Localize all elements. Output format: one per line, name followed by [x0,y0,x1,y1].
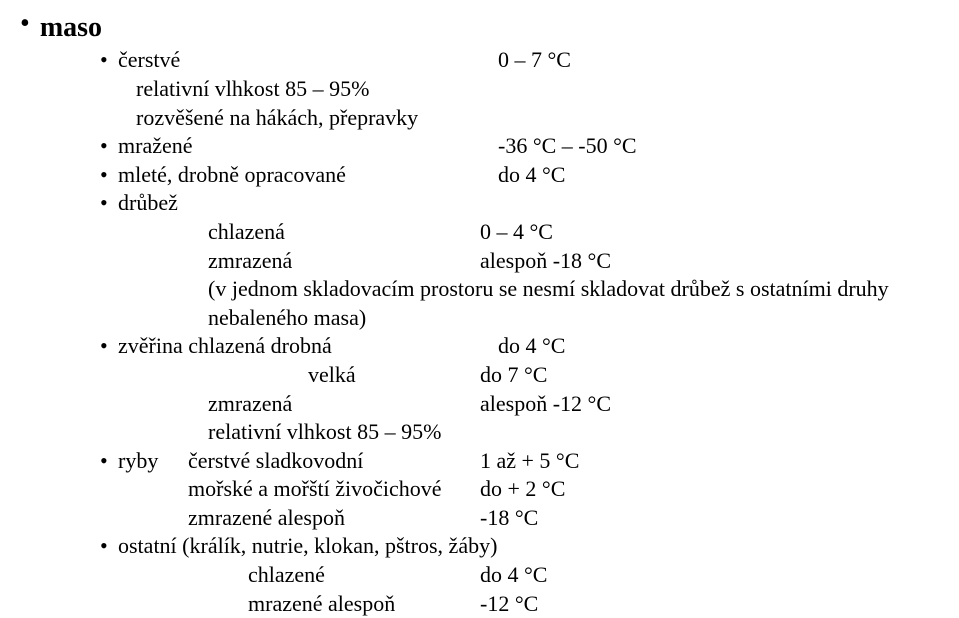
spacer [100,590,118,618]
spacer [100,418,118,447]
item-value: do + 2 °C [480,475,959,504]
item-value: alespoň -12 °C [480,390,959,419]
spacer [100,75,118,104]
item-value: 1 až + 5 °C [480,447,959,476]
item-value: do 4 °C [498,332,959,361]
item-value: alespoň -18 °C [480,247,959,276]
list-item: relativní vlhkost 85 – 95% [100,75,959,104]
bullet-icon: • [100,161,118,190]
item-label: zmrazená [208,390,480,419]
spacer [100,561,118,590]
item-label: ostatní (králík, nutrie, klokan, pštros,… [118,532,497,561]
item-label: chlazená [208,218,480,247]
item-value: -18 °C [480,504,959,533]
item-value: -12 °C [480,590,959,618]
spacer [100,275,118,332]
item-label: zvěřina chlazená drobná [118,332,498,361]
bullet-icon: • [100,332,118,361]
bullet-icon: • [20,10,30,38]
item-label: drůbež [118,189,178,218]
spacer [118,390,208,419]
item-value: do 4 °C [498,161,959,190]
item-prefix: ryby [118,447,188,476]
spacer [118,361,308,390]
list-item: (v jednom skladovacím prostoru se nesmí … [100,275,959,332]
list-item: • drůbež [100,189,959,218]
list-item: chlazená 0 – 4 °C [100,218,959,247]
bullet-icon: • [100,132,118,161]
title-row: • maso [20,10,959,46]
item-text: relativní vlhkost 85 – 95% [208,418,441,447]
list-item: • mleté, drobně opracované do 4 °C [100,161,959,190]
spacer [100,247,118,276]
item-value: do 4 °C [480,561,959,590]
spacer [118,561,248,590]
spacer [118,275,208,332]
bullet-icon: • [100,532,118,561]
list-item: relativní vlhkost 85 – 95% [100,418,959,447]
list-item: • ryby čerstvé sladkovodní 1 až + 5 °C [100,447,959,476]
list-item: rozvěšené na hákách, přepravky [100,104,959,133]
spacer [118,247,208,276]
spacer [118,590,248,618]
list-item: zmrazená alespoň -12 °C [100,390,959,419]
spacer [100,218,118,247]
document-page: • maso • čerstvé 0 – 7 °C relativní vlhk… [0,0,959,618]
item-value: do 7 °C [480,361,959,390]
spacer [118,504,188,533]
item-label: mleté, drobně opracované [118,161,498,190]
list-item: • zvěřina chlazená drobná do 4 °C [100,332,959,361]
item-text: (v jednom skladovacím prostoru se nesmí … [208,275,959,332]
item-label: zmrazená [208,247,480,276]
item-text: relativní vlhkost 85 – 95% [118,75,369,104]
item-label: čerstvé sladkovodní [188,447,480,476]
spacer [118,475,188,504]
spacer [118,218,208,247]
list-item: mořské a mořští živočichové do + 2 °C [100,475,959,504]
spacer [100,475,118,504]
list-item: zmrazené alespoň -18 °C [100,504,959,533]
item-text: rozvěšené na hákách, přepravky [118,104,418,133]
bullet-icon: • [100,189,118,218]
list-item: velká do 7 °C [100,361,959,390]
item-value: 0 – 7 °C [498,46,959,75]
list-item: • ostatní (králík, nutrie, klokan, pštro… [100,532,959,561]
item-label: zmrazené alespoň [188,504,480,533]
content-block: • čerstvé 0 – 7 °C relativní vlhkost 85 … [100,46,959,618]
list-item: • mražené -36 °C – -50 °C [100,132,959,161]
bullet-icon: • [100,447,118,476]
list-item: • čerstvé 0 – 7 °C [100,46,959,75]
list-item: mrazené alespoň -12 °C [100,590,959,618]
spacer [100,390,118,419]
item-label: mrazené alespoň [248,590,480,618]
list-item: zmrazená alespoň -18 °C [100,247,959,276]
item-label: velká [308,361,480,390]
spacer [100,361,118,390]
list-item: chlazené do 4 °C [100,561,959,590]
item-value: -36 °C – -50 °C [498,132,959,161]
item-label: čerstvé [118,46,498,75]
item-label: chlazené [248,561,480,590]
spacer [100,504,118,533]
bullet-icon: • [100,46,118,75]
spacer [100,104,118,133]
page-title: maso [40,10,102,46]
spacer [118,418,208,447]
item-value: 0 – 4 °C [480,218,959,247]
item-label: mražené [118,132,498,161]
item-label: mořské a mořští živočichové [188,475,480,504]
